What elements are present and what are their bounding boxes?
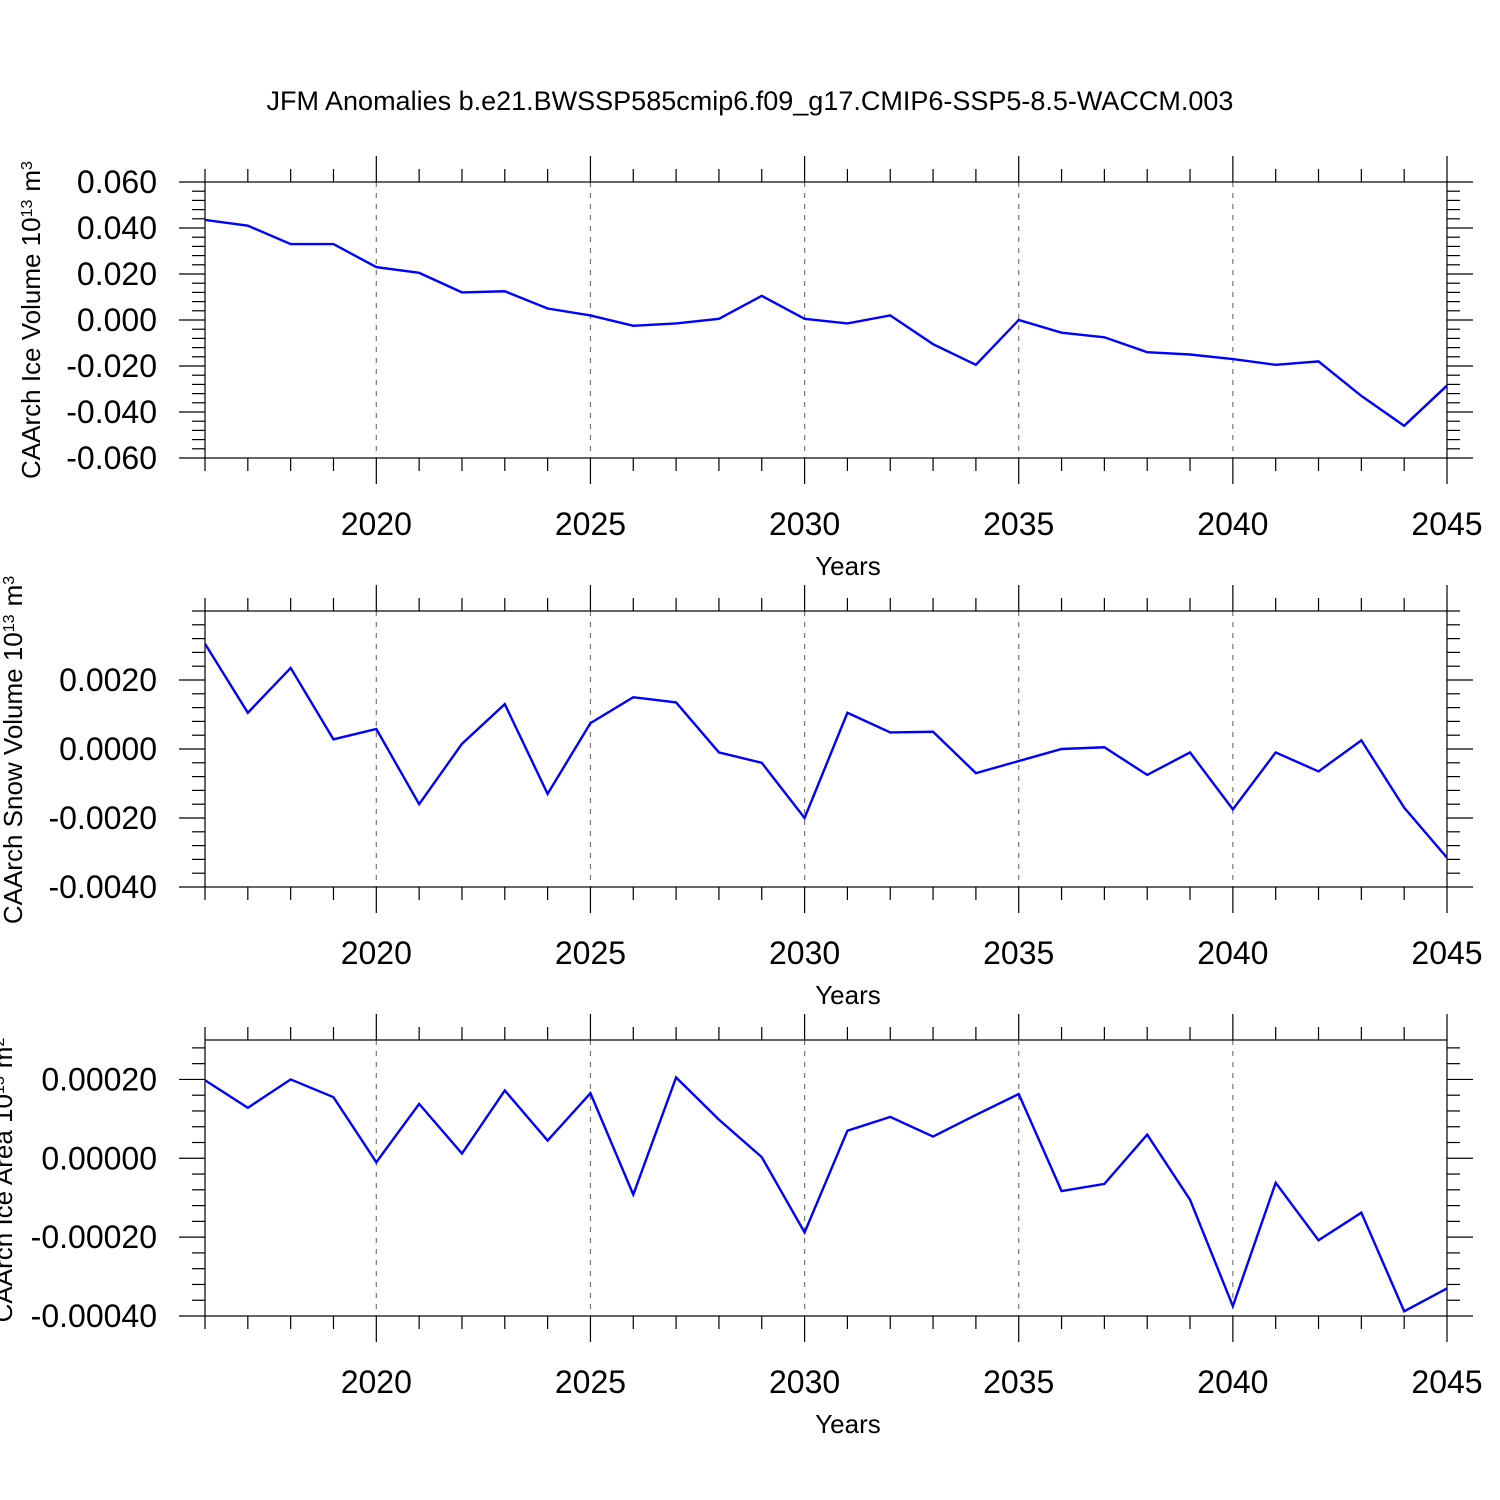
y-axis-label-text: CAArch Ice Volume 10 <box>16 217 46 479</box>
chart-panel-3: 2020 2025 2030 2035 2040 2045 Years -0.00040 -0.… <box>0 1014 1483 1439</box>
y-axis-label: CAArch Snow Volume 1013 m3 <box>0 576 28 924</box>
x-tick-label: 2025 <box>555 506 626 542</box>
chart-panel-1: 2020 2025 2030 2035 2040 2045 Years -0.060 -0.04… <box>16 156 1483 581</box>
y-tick-label: -0.0040 <box>48 869 157 905</box>
figure-title: JFM Anomalies b.e21.BWSSP585cmip6.f09_g1… <box>267 86 1234 116</box>
y-tick-label: -0.040 <box>66 394 157 430</box>
y-axis-label-unit-exponent: 2 <box>0 1038 8 1047</box>
y-tick-label: -0.060 <box>66 440 157 476</box>
x-axis-label: Years <box>815 551 881 581</box>
x-tick-label: 2030 <box>769 1364 840 1400</box>
x-tick-label: 2020 <box>341 506 412 542</box>
x-tick-label: 2025 <box>555 935 626 971</box>
panels: 2020 2025 2030 2035 2040 2045 Years -0.060 -0.04… <box>0 156 1483 1439</box>
series-line <box>205 1075 1447 1313</box>
x-tick-label: 2035 <box>983 935 1054 971</box>
y-axis-label-unit-exponent: 3 <box>1 576 18 585</box>
x-tick-label: 2030 <box>769 935 840 971</box>
x-axis-label: Years <box>815 980 881 1010</box>
chart-panel-2: 2020 2025 2030 2035 2040 2045 Years -0.0040 -0.0… <box>0 576 1483 1010</box>
x-tick-label: 2045 <box>1411 935 1482 971</box>
series-line <box>205 643 1447 859</box>
y-tick-label: -0.00020 <box>31 1219 157 1255</box>
y-tick-label: 0.0020 <box>59 662 157 698</box>
y-tick-label: 0.00020 <box>41 1061 157 1097</box>
y-tick-label: -0.00040 <box>31 1298 157 1334</box>
y-axis-label-text: CAArch Ice Area 10 <box>0 1094 18 1322</box>
y-tick-label: 0.020 <box>77 256 157 292</box>
y-axis-label: CAArch Ice Area 1013 m2 <box>0 1038 18 1323</box>
y-tick-label: 0.00000 <box>41 1140 157 1176</box>
y-axis-label-exponent: 13 <box>1 614 18 632</box>
y-axis-label-unit: m <box>0 1047 18 1069</box>
series-line <box>205 218 1447 428</box>
y-tick-label: -0.0020 <box>48 800 157 836</box>
y-axis-label-exponent: 13 <box>0 1076 8 1094</box>
x-axis-label: Years <box>815 1409 881 1439</box>
x-tick-label: 2035 <box>983 506 1054 542</box>
x-tick-label: 2030 <box>769 506 840 542</box>
x-tick-label: 2020 <box>341 1364 412 1400</box>
x-tick-label: 2045 <box>1411 506 1482 542</box>
x-tick-label: 2035 <box>983 1364 1054 1400</box>
y-tick-label: 0.060 <box>77 164 157 200</box>
x-tick-label: 2040 <box>1197 935 1268 971</box>
plot-frame <box>204 1039 1448 1317</box>
y-axis-label-unit: m <box>16 170 46 192</box>
y-axis-label-unit: m <box>0 585 28 607</box>
x-tick-label: 2025 <box>555 1364 626 1400</box>
y-tick-label: 0.0000 <box>59 731 157 767</box>
y-tick-label: -0.020 <box>66 348 157 384</box>
x-tick-label: 2045 <box>1411 1364 1482 1400</box>
x-tick-label: 2040 <box>1197 1364 1268 1400</box>
y-axis-label-exponent: 13 <box>19 200 36 218</box>
x-tick-label: 2040 <box>1197 506 1268 542</box>
y-axis-label: CAArch Ice Volume 1013 m3 <box>16 161 46 479</box>
y-tick-label: 0.000 <box>77 302 157 338</box>
y-tick-label: 0.040 <box>77 210 157 246</box>
y-axis-label-unit-exponent: 3 <box>19 161 36 170</box>
x-tick-label: 2020 <box>341 935 412 971</box>
y-axis-label-text: CAArch Snow Volume 10 <box>0 632 28 924</box>
